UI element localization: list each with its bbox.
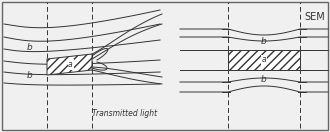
Text: a: a [68, 60, 73, 69]
Polygon shape [47, 54, 92, 75]
Text: a: a [262, 55, 266, 65]
Text: Transmitted light: Transmitted light [92, 110, 157, 119]
Text: b: b [27, 70, 33, 79]
Text: SEM: SEM [304, 12, 325, 22]
Text: b: b [261, 37, 267, 46]
Bar [228, 50, 300, 70]
Text: b: b [27, 44, 33, 53]
Text: b: b [261, 74, 267, 84]
